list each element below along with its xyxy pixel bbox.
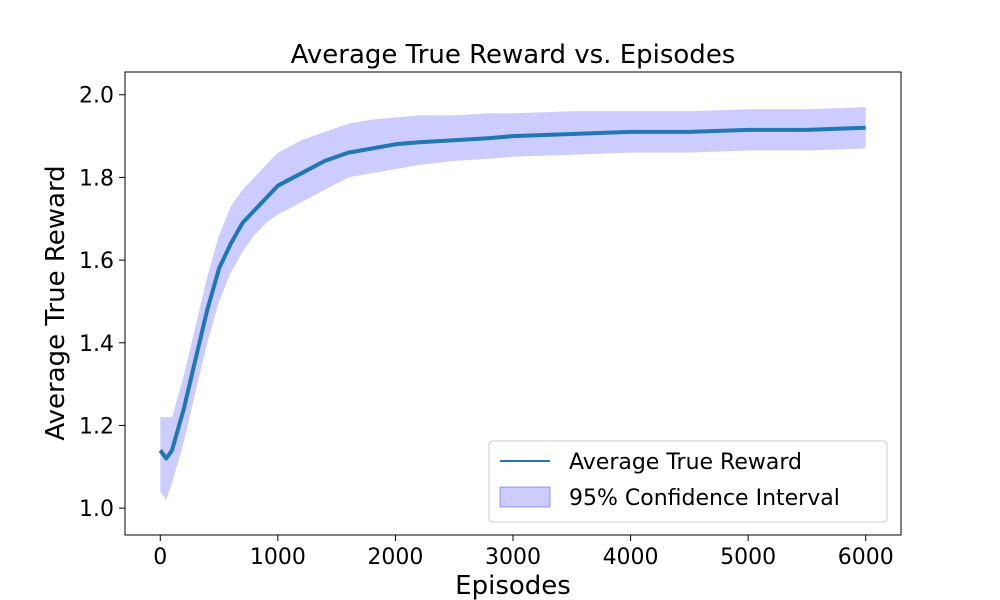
y-tick-label: 2.0: [79, 84, 114, 109]
chart-title: Average True Reward vs. Episodes: [291, 40, 736, 70]
y-tick-label: 1.0: [79, 497, 114, 522]
y-tick-label: 1.2: [79, 414, 114, 439]
legend: Average True Reward 95% Confidence Inter…: [488, 440, 888, 523]
y-axis-ticks: 1.0 1.2 1.4 1.6 1.8 2.0: [79, 84, 125, 522]
reward-line: [158, 125, 866, 461]
confidence-band: [160, 107, 866, 500]
legend-box: [488, 440, 888, 523]
x-tick-label: 3000: [485, 545, 541, 570]
legend-label-average: Average True Reward: [569, 450, 802, 475]
y-axis-label: Average True Reward: [41, 165, 71, 440]
y-tick-label: 1.6: [79, 249, 114, 274]
x-tick-label: 0: [153, 545, 167, 570]
x-axis-label: Episodes: [455, 571, 571, 600]
legend-area-swatch: [499, 486, 551, 508]
x-axis-ticks: 0 1000 2000 3000 4000 5000 6000: [153, 535, 894, 570]
confidence-band-layer: [160, 107, 866, 500]
legend-label-confidence: 95% Confidence Interval: [569, 486, 840, 511]
y-tick-label: 1.8: [79, 166, 114, 191]
y-tick-label: 1.4: [79, 332, 114, 357]
x-tick-label: 1000: [250, 545, 306, 570]
x-tick-label: 2000: [367, 545, 423, 570]
x-tick-label: 4000: [603, 545, 659, 570]
reward-line-layer: [158, 125, 866, 461]
x-tick-label: 6000: [838, 545, 894, 570]
x-tick-label: 5000: [720, 545, 776, 570]
